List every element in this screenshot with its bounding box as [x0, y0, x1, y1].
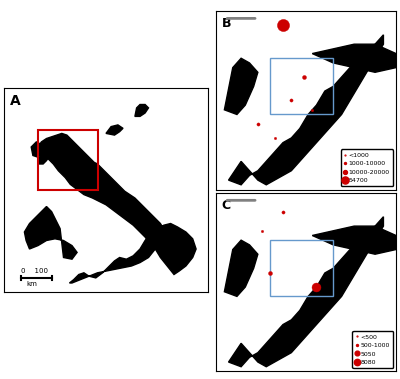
Bar	[38, 130, 98, 190]
Polygon shape	[31, 142, 43, 157]
Polygon shape	[182, 249, 191, 259]
Polygon shape	[182, 67, 191, 77]
Legend: <1000, 1000-10000, 10000-20000, 54700: <1000, 1000-10000, 10000-20000, 54700	[340, 149, 393, 186]
Point	[280, 209, 286, 215]
Polygon shape	[38, 133, 196, 283]
Bar	[270, 58, 333, 114]
Polygon shape	[24, 207, 77, 259]
Polygon shape	[224, 58, 258, 114]
Text: C: C	[222, 199, 230, 211]
Polygon shape	[106, 125, 123, 135]
Point	[309, 107, 316, 113]
Polygon shape	[228, 217, 384, 367]
Polygon shape	[312, 44, 396, 72]
Point	[313, 284, 320, 290]
Point	[288, 97, 294, 103]
Legend: <500, 500-1000, 5050, 8080: <500, 500-1000, 5050, 8080	[352, 331, 393, 368]
Point	[255, 121, 261, 127]
Text: A: A	[10, 94, 21, 108]
Polygon shape	[135, 105, 148, 116]
Point	[280, 22, 286, 28]
Point	[272, 135, 278, 141]
Point	[301, 74, 307, 80]
Polygon shape	[312, 226, 396, 254]
Polygon shape	[224, 240, 258, 296]
Polygon shape	[38, 147, 52, 164]
Point	[267, 270, 274, 276]
Point	[259, 228, 265, 234]
Polygon shape	[228, 35, 384, 185]
Text: km: km	[26, 281, 37, 287]
Bar	[270, 240, 333, 296]
Text: 0    100: 0 100	[21, 268, 48, 274]
Text: B: B	[222, 17, 231, 30]
